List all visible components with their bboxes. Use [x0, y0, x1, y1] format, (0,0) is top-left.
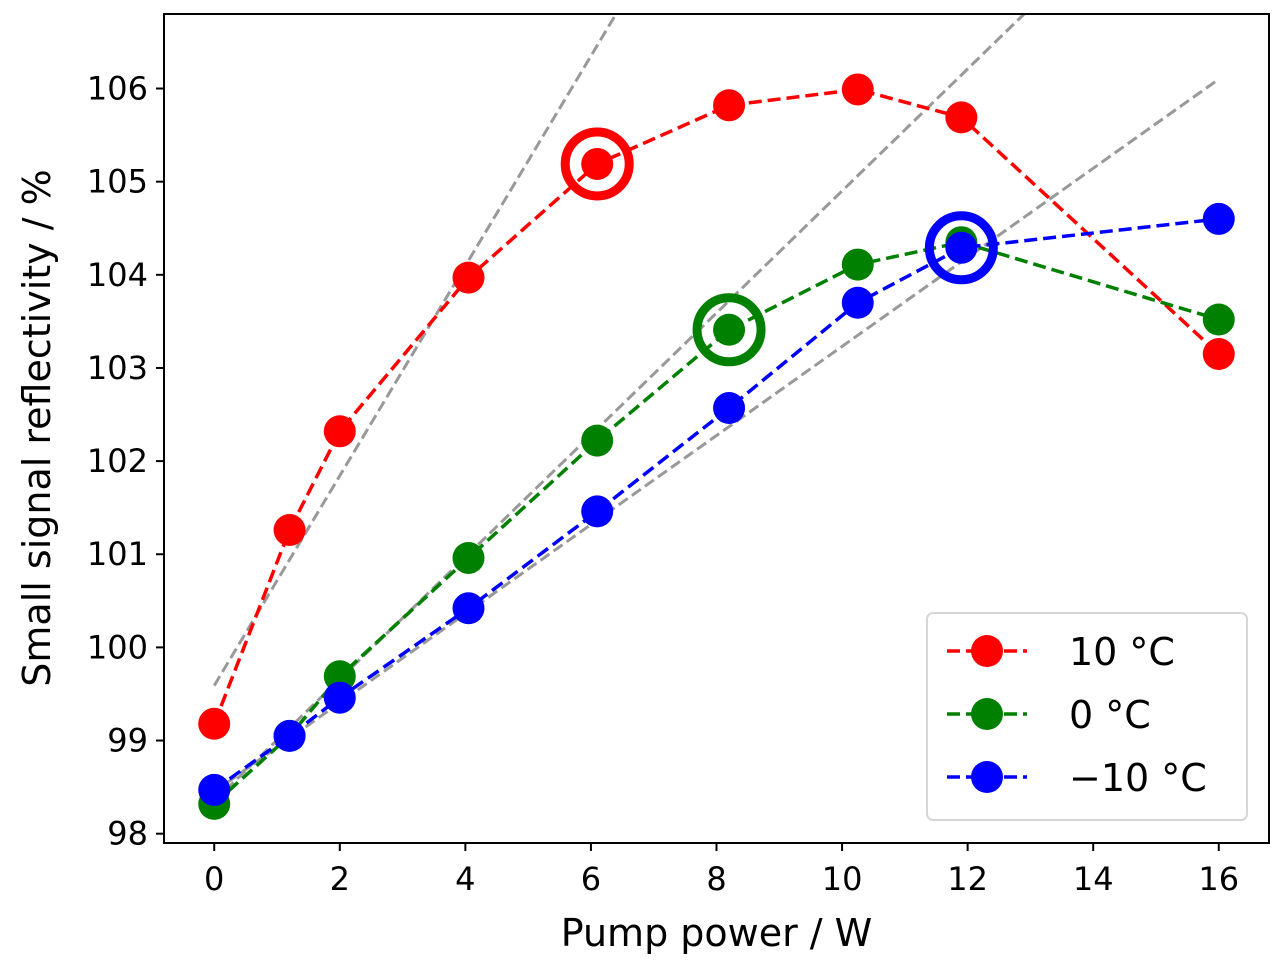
fit-line-2 [213, 77, 1220, 793]
data-point-2-1 [273, 719, 306, 752]
data-point-0-2 [323, 415, 356, 448]
data-point-0-8 [1202, 337, 1235, 370]
highlight-ring-2 [924, 211, 998, 285]
x-tick-label-1: 2 [330, 860, 350, 898]
highlight-rings [560, 127, 998, 367]
data-point-2-4 [581, 495, 614, 528]
y-tick-label-2: 100 [87, 628, 148, 666]
data-point-2-5 [713, 392, 746, 425]
data-point-2-7 [945, 231, 978, 264]
y-axis-title: Small signal reflectivity / % [15, 169, 59, 686]
data-point-0-4 [581, 147, 614, 180]
data-point-0-1 [273, 514, 306, 547]
data-point-0-5 [713, 89, 746, 122]
data-point-0-3 [452, 261, 485, 294]
legend-marker-0 [971, 635, 1003, 667]
y-tick-label-7: 105 [87, 163, 148, 201]
data-point-1-4 [581, 424, 614, 457]
fit-line-1 [213, 14, 1026, 803]
data-point-2-8 [1202, 202, 1235, 235]
legend-label-0: 10 °C [1069, 630, 1175, 674]
y-tick-label-6: 104 [87, 256, 148, 294]
legend-marker-1 [971, 698, 1003, 730]
highlight-ring-1 [692, 293, 766, 367]
x-tick-label-7: 14 [1073, 860, 1114, 898]
y-tick-label-3: 101 [87, 535, 148, 573]
y-tick-label-5: 103 [87, 349, 148, 387]
x-tick-label-2: 4 [455, 860, 475, 898]
data-point-0-0 [198, 707, 231, 740]
legend-box [926, 612, 1248, 821]
data-point-2-3 [452, 592, 485, 625]
fit-line-0 [212, 14, 618, 687]
x-axis: 0 2 4 6 8 10 12 14 16 [204, 843, 1239, 898]
series-line-2 [213, 217, 1219, 792]
legend-label-1: 0 °C [1069, 693, 1151, 737]
data-point-2-0 [198, 773, 231, 806]
x-tick-label-0: 0 [204, 860, 224, 898]
data-point-1-8 [1202, 303, 1235, 336]
data-point-2-6 [841, 286, 874, 319]
data-point-1-3 [452, 541, 485, 574]
x-tick-label-3: 6 [581, 860, 601, 898]
data-point-1-5 [713, 313, 746, 346]
x-tick-label-8: 16 [1198, 860, 1239, 898]
y-tick-label-1: 99 [107, 722, 148, 760]
x-axis-title: Pump power / W [561, 911, 873, 955]
y-tick-label-0: 98 [107, 815, 148, 853]
legend-marker-2 [971, 761, 1003, 793]
data-point-0-6 [841, 73, 874, 106]
y-tick-label-4: 102 [87, 442, 148, 480]
y-tick-label-8: 106 [87, 70, 148, 108]
x-tick-label-5: 10 [822, 860, 863, 898]
data-point-0-7 [945, 101, 978, 134]
x-tick-label-4: 8 [706, 860, 726, 898]
legend: 10 °C 0 °C −10 °C [926, 612, 1248, 821]
data-point-1-6 [841, 248, 874, 281]
y-axis: 98 99 100 101 102 103 104 105 106 [87, 70, 164, 853]
legend-label-2: −10 °C [1069, 756, 1207, 800]
x-tick-label-6: 12 [947, 860, 988, 898]
highlight-ring-0 [560, 127, 634, 201]
data-point-2-2 [323, 681, 356, 714]
fit-lines [212, 14, 1220, 803]
